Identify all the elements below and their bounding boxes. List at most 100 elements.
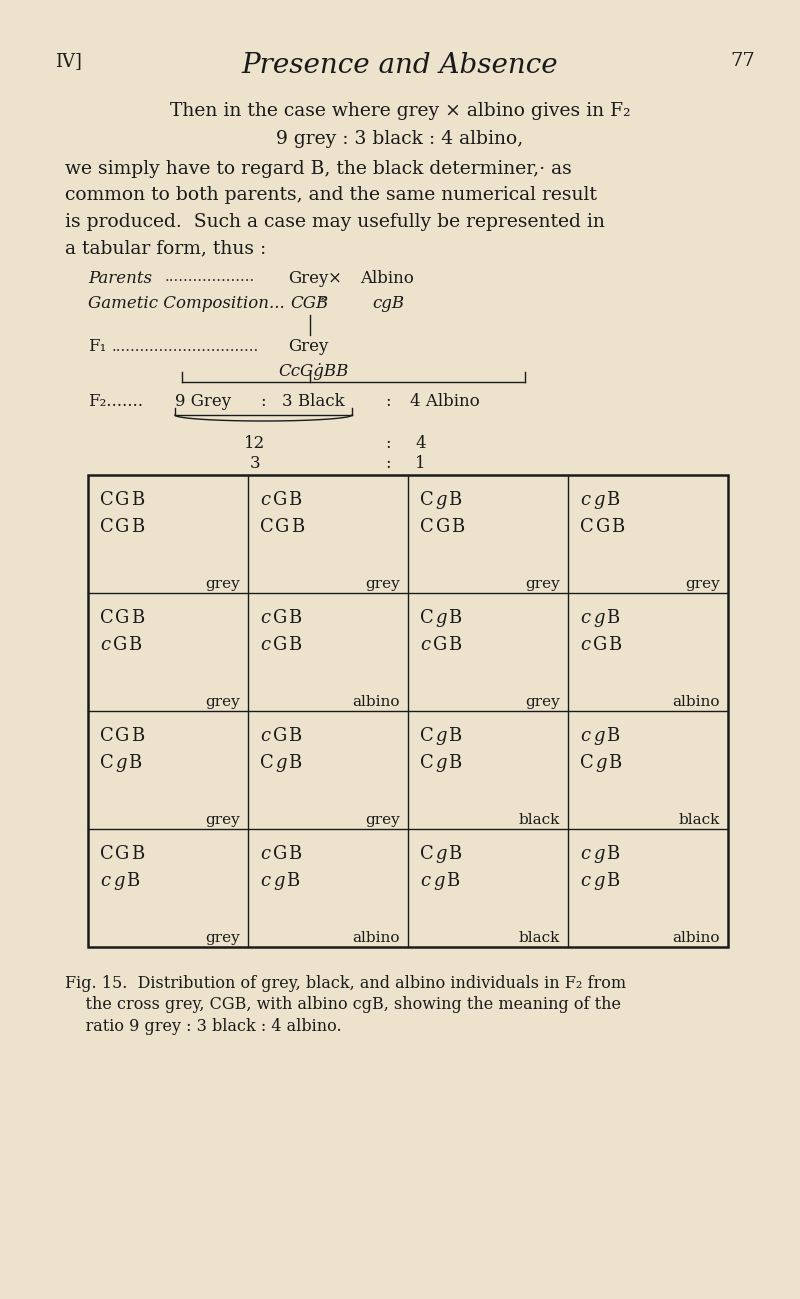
- Text: Grey: Grey: [288, 338, 328, 355]
- Text: grey: grey: [526, 695, 560, 709]
- Text: we simply have to regard B, the black determiner,· as: we simply have to regard B, the black de…: [65, 160, 572, 178]
- Text: c: c: [260, 637, 270, 653]
- Text: C: C: [580, 753, 594, 772]
- Text: B: B: [129, 753, 142, 772]
- Text: albino: albino: [353, 695, 400, 709]
- Text: B: B: [606, 727, 619, 746]
- Text: 3 Black: 3 Black: [282, 394, 345, 410]
- Text: C: C: [260, 753, 274, 772]
- Text: g: g: [435, 753, 447, 772]
- Text: g: g: [433, 872, 445, 890]
- Text: c: c: [580, 727, 590, 746]
- Text: B: B: [291, 518, 304, 536]
- Text: B: B: [449, 637, 462, 653]
- Text: c: c: [260, 846, 270, 863]
- Text: black: black: [518, 813, 560, 827]
- Text: C: C: [260, 518, 274, 536]
- Text: C: C: [580, 518, 594, 536]
- Text: IV]: IV]: [55, 52, 82, 70]
- Text: c: c: [260, 727, 270, 746]
- Text: ×: ×: [328, 270, 342, 287]
- Text: B: B: [606, 609, 619, 627]
- Text: 4: 4: [415, 435, 426, 452]
- Text: albino: albino: [673, 931, 720, 944]
- Text: G: G: [273, 637, 287, 653]
- Text: c: c: [260, 872, 270, 890]
- Text: C: C: [420, 727, 434, 746]
- Text: c: c: [420, 872, 430, 890]
- Text: CGB: CGB: [290, 295, 328, 312]
- Text: grey: grey: [206, 931, 240, 944]
- Text: B: B: [131, 491, 144, 509]
- Text: c: c: [100, 637, 110, 653]
- Text: G: G: [433, 637, 447, 653]
- Bar: [88, 475, 728, 947]
- Text: :: :: [385, 455, 390, 472]
- Text: g: g: [593, 609, 605, 627]
- Text: B: B: [129, 637, 142, 653]
- Text: :: :: [385, 394, 390, 410]
- Text: B: B: [451, 518, 464, 536]
- Text: 4 Albino: 4 Albino: [410, 394, 480, 410]
- Text: :: :: [260, 394, 266, 410]
- Text: B: B: [126, 872, 139, 890]
- Text: :: :: [385, 435, 390, 452]
- Text: c: c: [580, 609, 590, 627]
- Text: C: C: [420, 491, 434, 509]
- Text: c: c: [100, 872, 110, 890]
- Text: F₂.......: F₂.......: [88, 394, 143, 410]
- Text: black: black: [518, 931, 560, 944]
- Text: B: B: [131, 518, 144, 536]
- Text: C: C: [420, 753, 434, 772]
- Text: CcGġBB: CcGġBB: [278, 362, 348, 381]
- Text: 77: 77: [730, 52, 755, 70]
- Text: G: G: [115, 727, 130, 746]
- Text: ...................: ...................: [165, 270, 255, 284]
- Text: c: c: [260, 609, 270, 627]
- Text: 9 Grey: 9 Grey: [175, 394, 231, 410]
- Text: G: G: [595, 518, 610, 536]
- Text: G: G: [273, 609, 287, 627]
- Text: c: c: [580, 491, 590, 509]
- Text: G: G: [273, 846, 287, 863]
- Text: g: g: [113, 872, 125, 890]
- Text: G: G: [113, 637, 127, 653]
- Text: Then in the case where grey × albino gives in F₂: Then in the case where grey × albino giv…: [170, 103, 630, 120]
- Text: C: C: [100, 518, 114, 536]
- Text: grey: grey: [206, 813, 240, 827]
- Text: is produced.  Such a case may usefully be represented in: is produced. Such a case may usefully be…: [65, 213, 605, 231]
- Text: B: B: [449, 609, 462, 627]
- Text: B: B: [289, 609, 302, 627]
- Text: grey: grey: [686, 577, 720, 591]
- Text: grey: grey: [366, 577, 400, 591]
- Text: C: C: [100, 753, 114, 772]
- Text: B: B: [449, 491, 462, 509]
- Text: *: *: [320, 296, 326, 307]
- Text: G: G: [115, 491, 130, 509]
- Text: 9 grey : 3 black : 4 albino,: 9 grey : 3 black : 4 albino,: [276, 130, 524, 148]
- Text: g: g: [593, 727, 605, 746]
- Text: c: c: [260, 491, 270, 509]
- Text: C: C: [420, 518, 434, 536]
- Text: grey: grey: [366, 813, 400, 827]
- Text: B: B: [606, 846, 619, 863]
- Text: grey: grey: [526, 577, 560, 591]
- Text: black: black: [678, 813, 720, 827]
- Text: g: g: [593, 872, 605, 890]
- Text: c: c: [420, 637, 430, 653]
- Text: grey: grey: [206, 577, 240, 591]
- Text: G: G: [275, 518, 290, 536]
- Text: c: c: [580, 846, 590, 863]
- Text: B: B: [609, 637, 622, 653]
- Text: B: B: [286, 872, 299, 890]
- Text: g: g: [595, 753, 607, 772]
- Text: 12: 12: [244, 435, 266, 452]
- Text: ratio 9 grey : 3 black : 4 albino.: ratio 9 grey : 3 black : 4 albino.: [65, 1018, 342, 1035]
- Text: G: G: [273, 727, 287, 746]
- Text: Parents: Parents: [88, 270, 152, 287]
- Text: C: C: [100, 491, 114, 509]
- Text: C: C: [100, 727, 114, 746]
- Text: grey: grey: [206, 695, 240, 709]
- Text: 3: 3: [250, 455, 260, 472]
- Text: ...............................: ...............................: [112, 340, 259, 355]
